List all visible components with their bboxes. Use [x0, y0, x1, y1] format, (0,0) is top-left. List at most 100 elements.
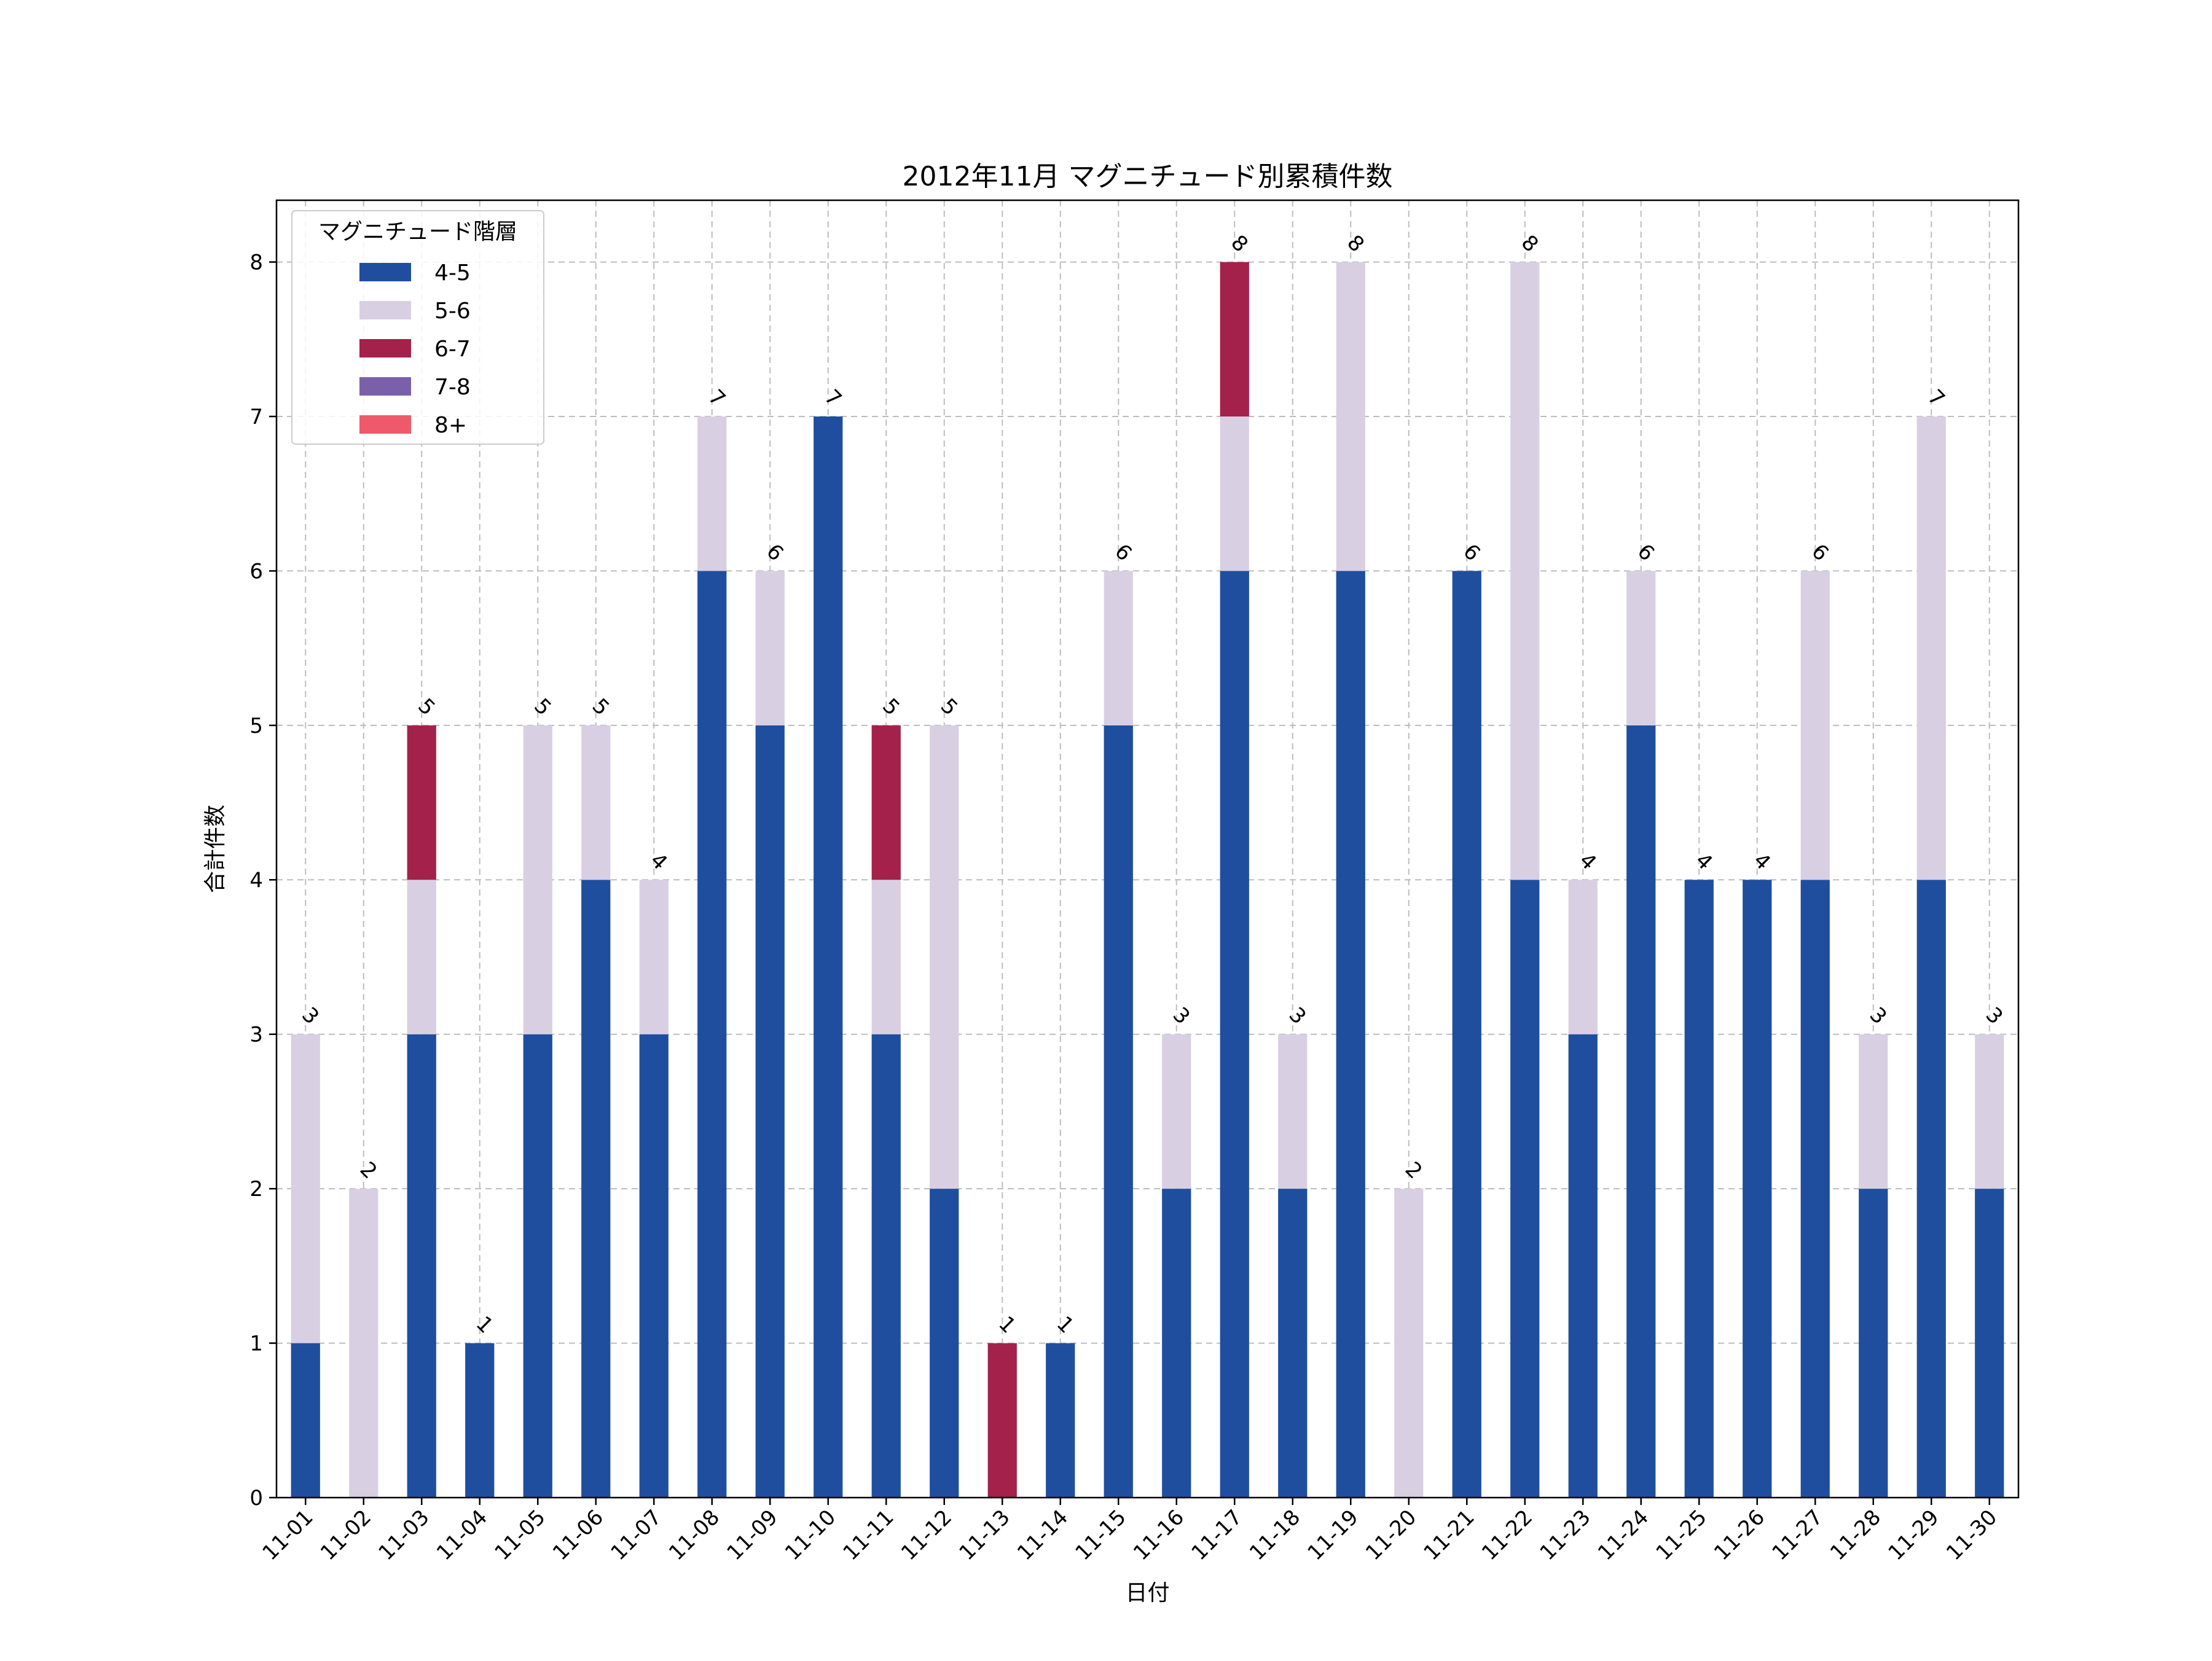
bar-total-label: 8	[1342, 230, 1369, 257]
bar-segment	[291, 1343, 320, 1498]
y-axis-ticks: 0 1 2 3 4 5 6 7 8	[249, 251, 276, 1511]
legend-items: 4-5 5-6 6-7 7-8 8+	[359, 260, 471, 438]
bar-total-label: 2	[1400, 1157, 1427, 1184]
bar-segment	[871, 725, 901, 880]
legend-label: 5-6	[434, 299, 471, 324]
bar-segment	[1220, 262, 1249, 416]
y-axis-title: 合計件数	[203, 805, 228, 893]
bar-segment	[581, 725, 611, 880]
bar-segment	[407, 725, 436, 880]
x-tick-label: 11-15	[1070, 1505, 1131, 1565]
bar-segment	[871, 1034, 901, 1498]
bar-total-label: 6	[1458, 539, 1485, 566]
y-tick-label: 2	[249, 1177, 263, 1202]
bar-total-label: 5	[413, 694, 440, 721]
x-tick-label: 11-28	[1826, 1505, 1886, 1565]
x-tick-label: 11-12	[896, 1505, 957, 1565]
bar-segment	[1336, 262, 1365, 571]
bar-segment	[1743, 880, 1772, 1498]
bar-total-label: 6	[1633, 539, 1660, 566]
bar-total-label: 3	[1981, 1002, 2008, 1030]
legend-label: 6-7	[434, 337, 471, 362]
bar-total-label: 4	[645, 848, 672, 875]
x-tick-label: 11-20	[1361, 1505, 1421, 1565]
bar-segment	[1394, 1189, 1424, 1498]
bar-segment	[349, 1189, 378, 1498]
y-tick-label: 1	[249, 1332, 263, 1356]
x-tick-label: 11-07	[606, 1505, 666, 1565]
legend-swatch	[359, 415, 411, 434]
x-tick-label: 11-25	[1651, 1505, 1711, 1565]
bar-segment	[523, 1034, 552, 1498]
x-tick-label: 11-29	[1883, 1505, 1943, 1565]
bar-segment	[1859, 1034, 1888, 1189]
bar-segment	[523, 725, 552, 1034]
bar-segment	[930, 1189, 959, 1498]
bar-segment	[697, 571, 727, 1498]
x-tick-label: 11-13	[954, 1505, 1014, 1565]
bar-segment	[1916, 880, 1946, 1498]
bar-total-label: 5	[936, 694, 963, 721]
bar-total-label: 1	[994, 1311, 1021, 1339]
x-tick-label: 11-11	[838, 1505, 898, 1565]
bar-segment	[1916, 416, 1946, 880]
bar-segment	[1510, 880, 1540, 1498]
x-tick-label: 11-09	[722, 1505, 782, 1565]
bar-total-label: 3	[297, 1002, 324, 1030]
x-tick-label: 11-18	[1245, 1505, 1305, 1565]
bar-segment	[1510, 262, 1540, 880]
x-tick-label: 11-16	[1129, 1505, 1189, 1565]
bar-segment	[697, 416, 727, 571]
bar-total-label: 4	[1690, 848, 1717, 875]
bar-segment	[755, 571, 785, 725]
x-tick-label: 11-30	[1942, 1505, 2002, 1565]
bar-segment	[407, 1034, 436, 1498]
x-tick-label: 11-26	[1709, 1505, 1770, 1565]
legend: マグニチュード階層 4-5 5-6 6-7 7-8 8+	[291, 210, 544, 445]
bar-total-label: 5	[587, 694, 614, 721]
bar-total-label: 8	[1516, 230, 1543, 257]
x-tick-label: 11-04	[432, 1505, 492, 1565]
bar-segment	[1220, 416, 1249, 571]
bar-segment	[291, 1034, 320, 1343]
x-tick-label: 11-17	[1186, 1505, 1247, 1565]
bar-segment	[755, 725, 785, 1498]
bar-total-label: 2	[355, 1157, 382, 1184]
x-tick-label: 11-06	[548, 1505, 608, 1565]
bar-total-label: 7	[820, 385, 847, 412]
bar-segment	[1975, 1034, 2004, 1189]
bar-segment	[639, 1034, 669, 1498]
plot-frame	[275, 199, 2020, 1499]
bar-total-label: 6	[1110, 539, 1137, 566]
x-tick-label: 11-05	[490, 1505, 550, 1565]
bar-segment	[581, 880, 611, 1498]
x-axis-ticks: 11-0111-0211-0311-0411-0511-0611-0711-08…	[257, 1498, 2002, 1565]
legend-label: 4-5	[434, 260, 471, 286]
legend-swatch	[359, 377, 411, 396]
legend-swatch	[359, 263, 411, 281]
x-tick-label: 11-21	[1419, 1505, 1479, 1565]
bar-total-label: 3	[1284, 1002, 1311, 1030]
x-tick-label: 11-24	[1593, 1505, 1653, 1565]
bar-segment	[1568, 1034, 1598, 1498]
bar-total-label: 6	[761, 539, 788, 566]
bar-segment	[1104, 725, 1133, 1498]
bar-segment	[1975, 1189, 2004, 1498]
bar-total-label: 3	[1168, 1002, 1195, 1030]
bar-total-label: 7	[704, 385, 731, 412]
bar-segment	[1336, 571, 1365, 1498]
bar-segment	[1568, 880, 1598, 1034]
bar-total-label: 4	[1574, 848, 1601, 875]
legend-swatch	[359, 301, 411, 319]
bar-total-label: 6	[1806, 539, 1834, 566]
x-tick-label: 11-27	[1767, 1505, 1827, 1565]
bar-segment	[871, 880, 901, 1034]
y-tick-label: 7	[249, 405, 263, 429]
x-tick-label: 11-02	[316, 1505, 376, 1565]
bar-segment	[814, 416, 843, 1498]
x-tick-label: 11-19	[1303, 1505, 1363, 1565]
bar-total-label: 5	[529, 694, 556, 721]
legend-box	[291, 210, 544, 445]
